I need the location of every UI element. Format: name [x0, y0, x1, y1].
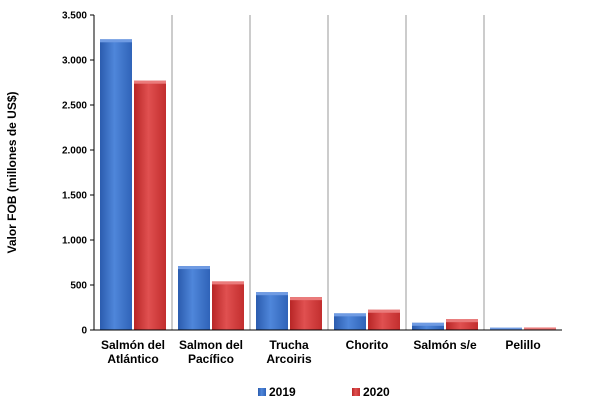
bar-top-highlight [178, 266, 210, 270]
bar-top-highlight [524, 327, 556, 330]
y-axis-label: Valor FOB (millones de US$) [5, 91, 19, 253]
category-label: Chorito [346, 338, 389, 352]
category-label: Salmón s/e [413, 338, 477, 352]
bar-2020-2 [290, 297, 322, 330]
bar-top-highlight [256, 292, 288, 296]
category-label: Pacífico [188, 352, 234, 366]
bar-2019-1 [178, 266, 210, 330]
bar-top-highlight [334, 313, 366, 317]
bar-top-highlight [368, 309, 400, 313]
axes [93, 15, 562, 331]
category-label: Arcoiris [266, 352, 312, 366]
legend-swatch-2019 [258, 388, 266, 396]
y-tick-label: 1.000 [62, 236, 87, 247]
bar-2019-4 [412, 322, 444, 330]
bar-2019-0 [100, 39, 132, 331]
category-label: Salmon del [179, 338, 243, 352]
y-tick-label: 2.500 [62, 101, 87, 112]
y-axis-ticks: 0 500 1.000 1.500 2.000 2.500 3.000 3.500 [62, 11, 94, 337]
bar-top-highlight [446, 319, 478, 323]
y-tick-label: 0 [81, 326, 87, 337]
legend: 2019 2020 [258, 385, 390, 398]
bar-top-highlight [412, 322, 444, 326]
bars [100, 39, 556, 331]
bar-top-highlight [212, 281, 244, 285]
y-tick-label: 1.500 [62, 191, 87, 202]
bar-top-highlight [134, 80, 166, 84]
bar-top-highlight [100, 39, 132, 43]
category-label: Atlántico [107, 352, 158, 366]
category-label: Pelillo [505, 338, 540, 352]
bar-2020-4 [446, 319, 478, 330]
category-separators [171, 15, 485, 330]
bar-2020-1 [212, 281, 244, 330]
bar-2019-2 [256, 292, 288, 330]
bar-top-highlight [490, 327, 522, 330]
bar-2019-3 [334, 313, 366, 330]
bar-2020-0 [134, 80, 166, 330]
category-label: Salmón del [101, 338, 165, 352]
y-tick-label: 500 [70, 281, 87, 292]
legend-swatch-2020 [352, 388, 360, 396]
bar-top-highlight [290, 297, 322, 301]
category-label: Trucha [269, 338, 309, 352]
y-tick-label: 2.000 [62, 146, 87, 157]
y-tick-label: 3.500 [62, 11, 87, 22]
y-axis-label-group: Valor FOB (millones de US$) [5, 91, 19, 253]
legend-label-2019: 2019 [269, 385, 296, 398]
y-tick-label: 3.000 [62, 56, 87, 67]
bar-2020-3 [368, 309, 400, 330]
legend-label-2020: 2020 [363, 385, 390, 398]
